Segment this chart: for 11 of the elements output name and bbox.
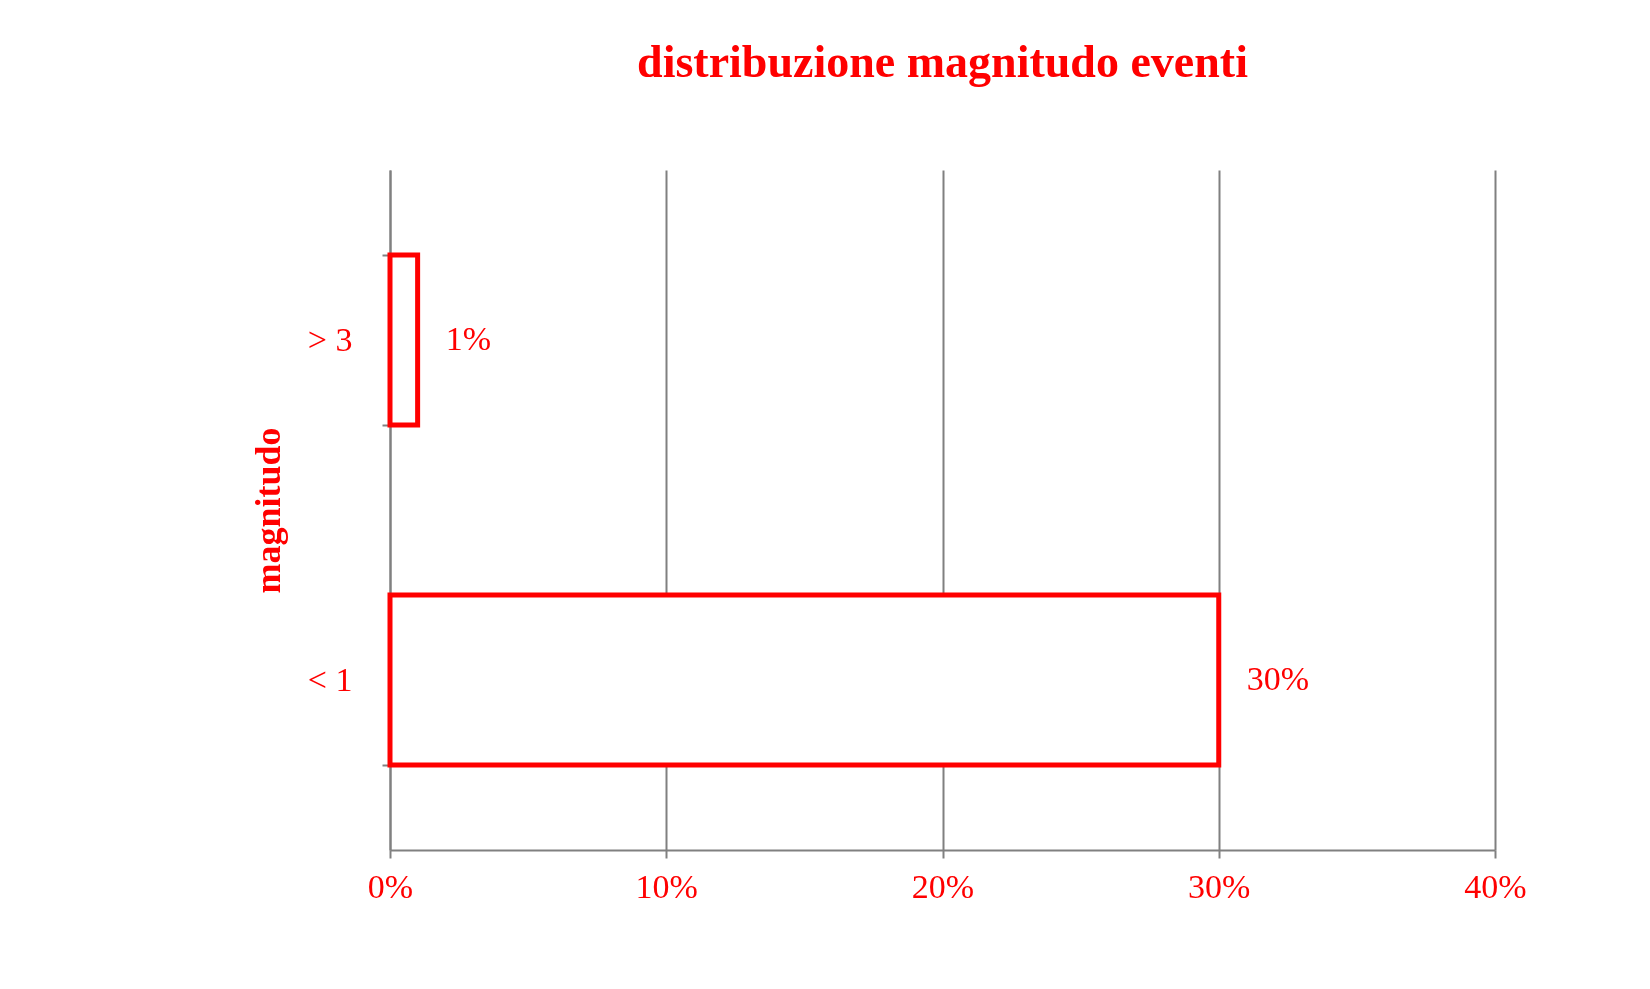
data-label: 1% (445, 320, 491, 357)
y-tick-label: > 3 (307, 320, 353, 358)
chart-title: distribuzione magnitudo eventi (637, 36, 1249, 87)
y-tick-label: < 1 (307, 660, 353, 698)
x-tick-label: 40% (1464, 867, 1527, 905)
x-tick-label: 10% (635, 867, 698, 905)
x-tick-label: 30% (1188, 867, 1251, 905)
x-tick-label: 0% (367, 867, 414, 905)
data-label: 30% (1246, 660, 1310, 697)
y-axis-title: magnitudo (247, 427, 288, 594)
x-tick-label: 20% (911, 867, 975, 905)
